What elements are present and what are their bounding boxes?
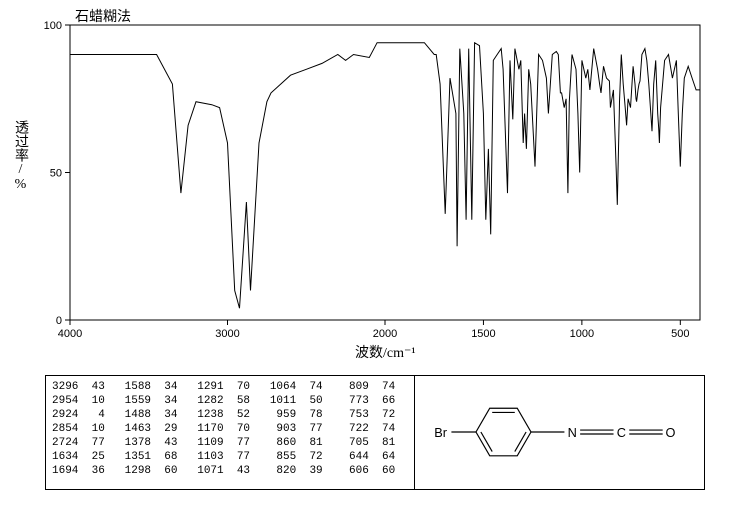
svg-text:50: 50: [50, 168, 62, 180]
page-root: 石蜡糊法 透过率/% 波数/cm⁻¹ 400030002000150010005…: [0, 0, 737, 510]
svg-text:Br: Br: [434, 425, 448, 440]
svg-text:O: O: [666, 425, 676, 440]
svg-text:4000: 4000: [58, 328, 82, 340]
svg-text:N: N: [568, 425, 577, 440]
svg-text:2000: 2000: [373, 328, 397, 340]
peaks-table: 3296 43 1588 34 1291 70 1064 74 809 74 2…: [45, 375, 415, 490]
bottom-panel: 3296 43 1588 34 1291 70 1064 74 809 74 2…: [45, 375, 705, 490]
svg-text:C: C: [617, 425, 626, 440]
molecule-box: Br N C O: [415, 375, 705, 490]
spectrum-line: 4000 3000 2000 1500 1000 500 0 50 100: [0, 0, 737, 370]
svg-text:3000: 3000: [215, 328, 239, 340]
molecule-structure: Br N C O: [415, 376, 704, 489]
chart-area: 石蜡糊法 透过率/% 波数/cm⁻¹ 400030002000150010005…: [0, 0, 737, 370]
svg-text:500: 500: [671, 328, 689, 340]
svg-text:0: 0: [56, 315, 62, 327]
svg-text:100: 100: [44, 20, 62, 32]
svg-text:1500: 1500: [471, 328, 495, 340]
svg-text:1000: 1000: [570, 328, 594, 340]
